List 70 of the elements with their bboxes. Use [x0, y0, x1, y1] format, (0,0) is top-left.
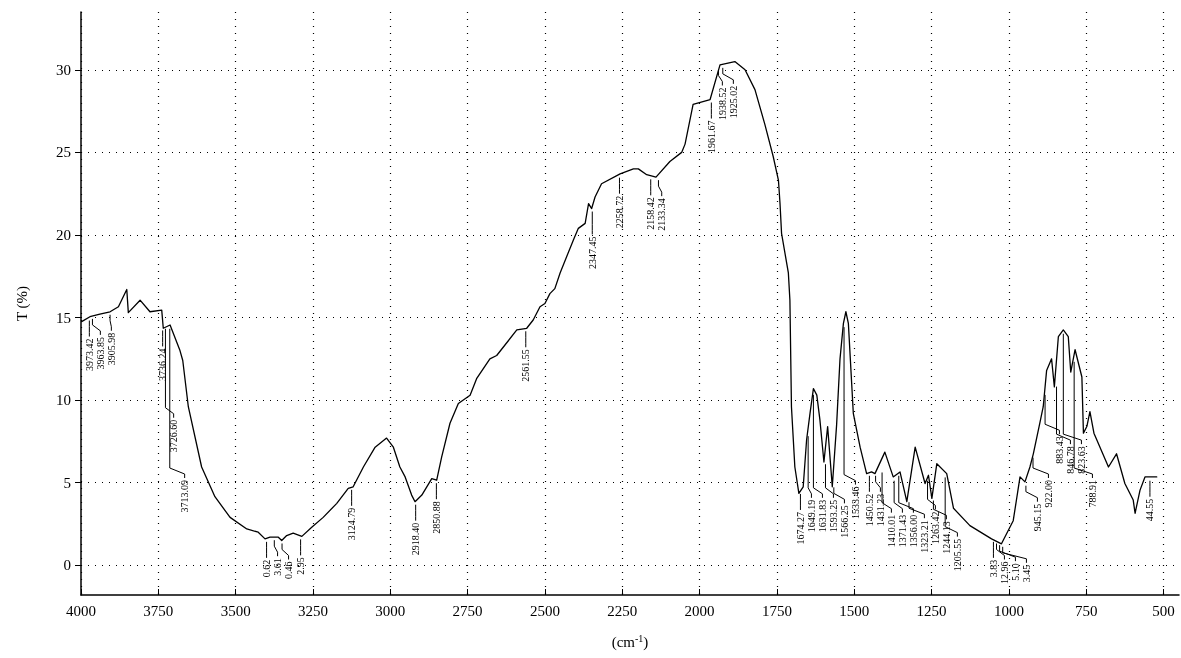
annotation: 846.78	[1064, 446, 1076, 474]
annotation: 1593.25	[827, 499, 839, 533]
x-tick-label: 2750	[452, 602, 483, 619]
annotation: 12.96	[998, 561, 1010, 584]
annotation: 5.10	[1009, 563, 1021, 581]
x-tick-label: 3250	[297, 602, 328, 619]
annotation: 1410.01	[885, 514, 897, 548]
annotation: 2561.55	[520, 349, 532, 382]
y-tick-label: 25	[56, 144, 71, 161]
annotation: 2918.40	[410, 522, 422, 556]
annotation: 1674.27	[794, 511, 806, 545]
annotation: 2158.42	[645, 197, 657, 230]
annotation: 1205.55	[951, 538, 963, 572]
annotation: 1649.19	[805, 499, 817, 533]
annotation: 1371.43	[896, 514, 908, 548]
x-tick-label: 1000	[993, 602, 1024, 619]
annotation: 3.61	[272, 558, 284, 576]
x-tick-label: 1250	[916, 602, 947, 619]
x-tick-label: 750	[1074, 602, 1098, 619]
annotation: 2133.34	[656, 198, 668, 231]
annotation: 3713.09	[179, 480, 191, 513]
annotation: 44.55	[1144, 498, 1156, 522]
annotation: 3905.98	[105, 332, 117, 366]
x-tick-label: 2000	[684, 602, 715, 619]
annotation: 3124.79	[346, 507, 358, 541]
annotation: 1925.02	[727, 85, 739, 119]
x-tick-label: 4000	[66, 602, 96, 619]
annotation: 1961.67	[705, 120, 717, 154]
y-tick-label: 30	[56, 61, 71, 78]
annotation: 1263.42	[929, 511, 941, 544]
annotation: 3726.60	[168, 419, 180, 453]
x-tick-label: 500	[1152, 602, 1175, 619]
x-tick-label: 3500	[220, 602, 251, 619]
y-tick-label: 20	[56, 226, 71, 243]
annotation: 823.63	[1075, 446, 1087, 474]
annotation: 1431.23	[874, 493, 886, 527]
annotation: 3.45	[1020, 564, 1032, 583]
annotation: 945.15	[1031, 503, 1043, 532]
x-tick-label: 2250	[607, 602, 638, 619]
annotation: 2850.88	[430, 501, 442, 534]
x-tick-label: 3750	[143, 602, 174, 619]
annotation: 3736.24	[157, 348, 169, 381]
annotation: 922.00	[1042, 480, 1054, 508]
annotation: 1450.52	[863, 493, 875, 527]
annotation: 3963.85	[94, 336, 106, 370]
annotation: 1631.83	[816, 499, 828, 533]
annotation: 1323.21	[918, 520, 930, 553]
annotation: 1938.52	[716, 87, 728, 120]
annotation: 0.46	[283, 561, 295, 579]
annotation: 3.83	[987, 559, 999, 578]
annotation: 2347.45	[586, 236, 598, 269]
annotation: 0.62	[261, 559, 273, 578]
x-tick-label: 1750	[761, 602, 792, 619]
x-tick-label: 2500	[529, 602, 560, 619]
annotation: 2258.72	[613, 195, 625, 229]
annotation: 1566.25	[838, 505, 850, 538]
annotation: 2.95	[295, 557, 307, 575]
y-tick-label: 0	[63, 557, 71, 574]
x-tick-label: 1500	[839, 602, 870, 619]
annotation: 1356.00	[907, 514, 919, 548]
annotation: 1244.13	[940, 521, 952, 554]
x-tick-label: 3000	[375, 602, 406, 619]
y-axis-title: T (%)	[13, 285, 31, 322]
y-tick-label: 10	[56, 392, 71, 409]
y-tick-label: 5	[63, 474, 71, 491]
annotation: 788.91	[1086, 480, 1098, 508]
y-tick-label: 15	[56, 309, 71, 326]
annotation: 1533.46	[849, 486, 861, 520]
annotation: 3973.42	[83, 338, 95, 372]
annotation: 883.43	[1053, 436, 1065, 464]
